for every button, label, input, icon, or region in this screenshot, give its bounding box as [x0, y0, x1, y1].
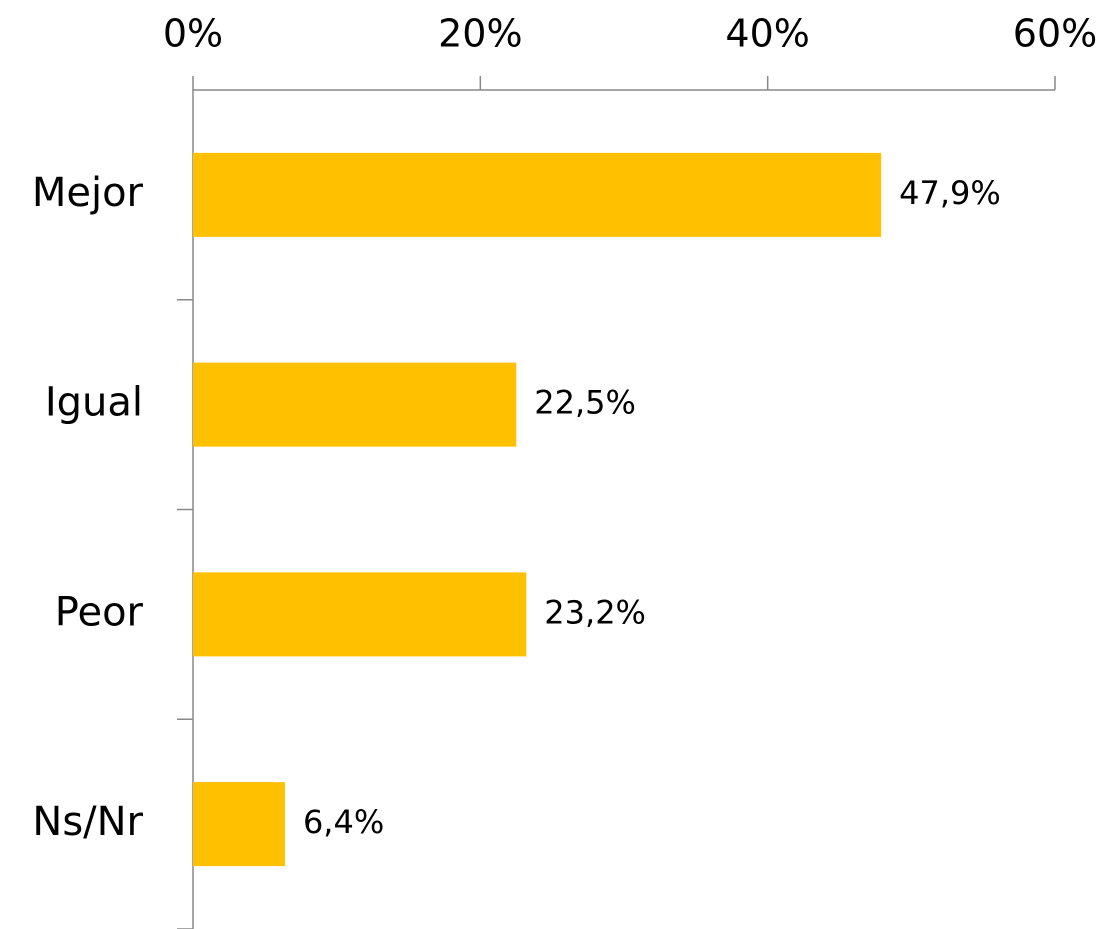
x-tick-label: 60% — [1013, 12, 1097, 56]
data-label: 23,2% — [544, 593, 646, 631]
x-tick-label: 40% — [725, 12, 809, 56]
x-tick-label: 20% — [438, 12, 522, 56]
y-tick-label: Mejor — [32, 170, 144, 216]
y-tick-label: Ns/Nr — [32, 799, 143, 845]
bar — [193, 362, 517, 447]
data-label: 6,4% — [303, 803, 384, 841]
y-tick-label: Peor — [55, 589, 144, 635]
bar — [193, 152, 882, 237]
y-tick-label: Igual — [45, 380, 143, 426]
bar — [193, 782, 285, 867]
data-label: 22,5% — [534, 384, 636, 422]
data-label: 47,9% — [899, 174, 1001, 212]
bar — [193, 572, 527, 657]
x-tick-label: 0% — [163, 12, 223, 56]
